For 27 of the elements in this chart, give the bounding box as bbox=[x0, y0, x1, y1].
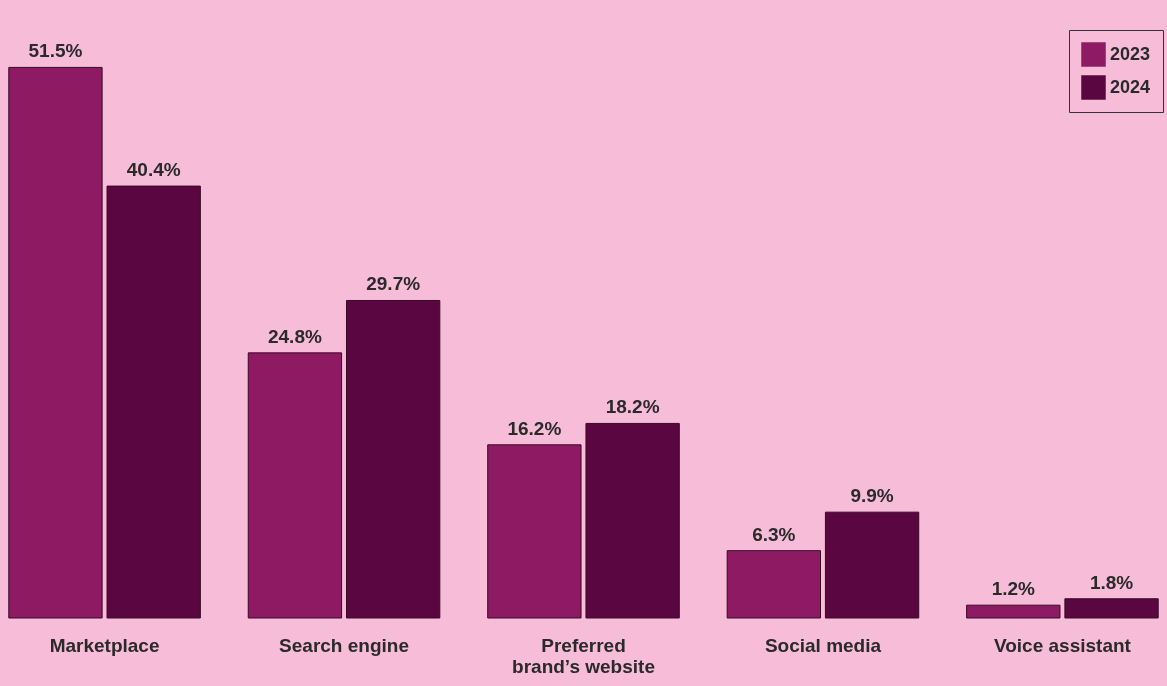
data-label: 51.5% bbox=[28, 40, 83, 62]
x-tick-label: Preferred brand’s website bbox=[512, 634, 655, 677]
bar bbox=[487, 444, 582, 619]
x-tick-label: Search engine bbox=[279, 634, 409, 656]
data-label: 16.2% bbox=[507, 417, 562, 439]
bar bbox=[8, 66, 103, 619]
x-tick-label: Social media bbox=[764, 634, 882, 656]
bar bbox=[585, 422, 680, 619]
bar bbox=[1064, 598, 1159, 619]
data-label: 6.3% bbox=[752, 523, 796, 545]
bar bbox=[247, 352, 343, 619]
x-tick-label: Voice assistant bbox=[993, 634, 1132, 656]
data-label: 1.8% bbox=[1089, 571, 1134, 593]
data-label: 18.2% bbox=[605, 396, 660, 418]
bar bbox=[345, 299, 441, 619]
bar bbox=[726, 550, 822, 619]
data-label: 9.9% bbox=[850, 485, 894, 507]
legend-label: 2023 bbox=[1110, 43, 1151, 64]
data-label: 24.8% bbox=[267, 325, 322, 347]
bar bbox=[966, 604, 1061, 619]
data-label: 1.2% bbox=[991, 578, 1036, 600]
data-label: 29.7% bbox=[366, 273, 421, 295]
data-label: 40.4% bbox=[126, 159, 181, 181]
x-tick-label: Marketplace bbox=[49, 634, 160, 656]
legend-label: 2024 bbox=[1110, 76, 1151, 97]
bar bbox=[824, 511, 920, 619]
bar bbox=[106, 185, 201, 619]
